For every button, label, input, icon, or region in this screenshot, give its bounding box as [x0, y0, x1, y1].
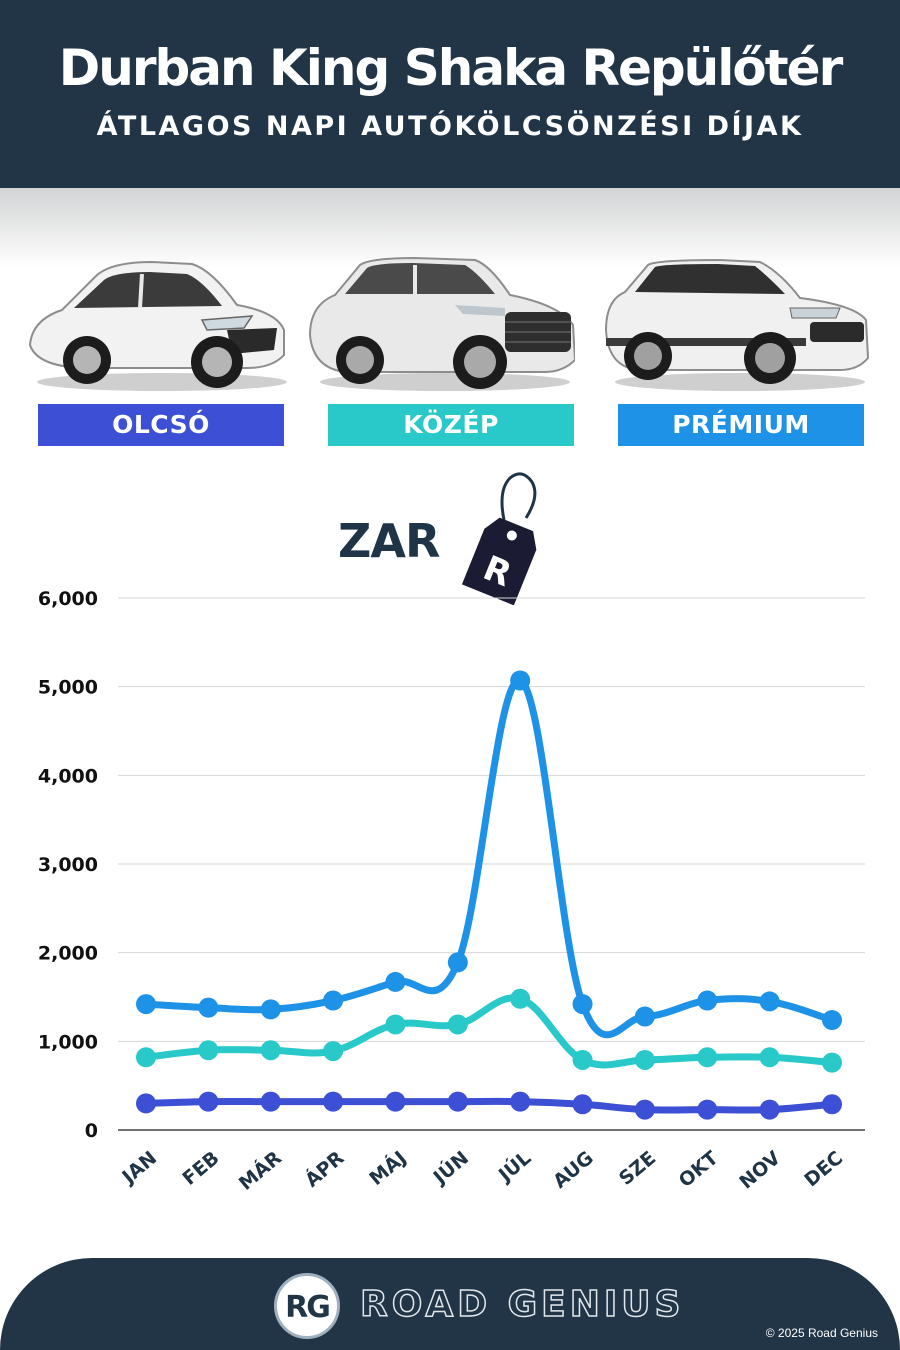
category-badge-cheap: OLCSÓ — [38, 404, 284, 446]
data-point — [136, 1047, 156, 1068]
x-axis-tick-labels: JAN FEB MÁR ÁPR MÁJ JÚN JÚL AUG SZE OKT NOV DEC — [117, 1145, 848, 1194]
data-point — [260, 999, 281, 1020]
data-point — [510, 1091, 531, 1112]
data-point — [759, 1047, 780, 1068]
footer-banner: RG ROAD GENIUS © 2025 Road Genius — [0, 1258, 900, 1350]
data-point — [510, 988, 531, 1009]
data-point — [572, 1049, 593, 1070]
data-point — [323, 990, 344, 1011]
data-point — [385, 971, 406, 992]
data-point — [697, 1047, 718, 1068]
category-badge-mid: KÖZÉP — [328, 404, 574, 446]
x-tick-label: FEB — [178, 1147, 223, 1190]
data-point — [634, 1049, 655, 1070]
category-badge-premium: PRÉMIUM — [618, 404, 864, 446]
data-point — [447, 1091, 468, 1112]
data-point — [634, 1006, 655, 1027]
data-point — [572, 994, 593, 1015]
data-point — [198, 997, 219, 1018]
y-tick-label: 3,000 — [38, 854, 98, 876]
data-point — [385, 1091, 406, 1112]
data-point — [136, 994, 156, 1015]
suv-car-icon — [305, 250, 575, 395]
x-tick-label: AUG — [549, 1147, 598, 1193]
data-point — [697, 1099, 718, 1120]
x-tick-label: ÁPR — [300, 1146, 348, 1192]
x-tick-label: SZE — [615, 1147, 660, 1190]
data-point — [697, 990, 718, 1011]
x-tick-label: NOV — [735, 1147, 785, 1194]
x-tick-label: JAN — [117, 1147, 162, 1189]
y-tick-label: 4,000 — [38, 765, 98, 787]
x-tick-label: DEC — [800, 1147, 847, 1191]
data-point — [323, 1041, 344, 1062]
data-point — [260, 1040, 281, 1061]
y-tick-label: 0 — [85, 1120, 98, 1142]
y-tick-label: 6,000 — [38, 588, 98, 610]
x-tick-label: JÚN — [427, 1145, 473, 1189]
price-tag-icon: R — [461, 472, 537, 605]
x-tick-label: OKT — [675, 1147, 723, 1192]
data-point — [260, 1091, 281, 1112]
y-tick-label: 1,000 — [38, 1031, 98, 1053]
data-point — [759, 991, 780, 1012]
data-point — [323, 1091, 344, 1112]
luxury-suv-car-icon — [600, 250, 870, 395]
x-tick-label: JÚL — [492, 1145, 535, 1187]
series-line — [142, 1097, 836, 1114]
x-tick-label: MÁR — [234, 1146, 286, 1195]
data-point — [822, 1094, 842, 1115]
hatchback-car-icon — [22, 250, 292, 395]
data-series — [136, 670, 842, 1120]
data-point — [136, 1093, 156, 1114]
series-line — [142, 676, 836, 1039]
data-point — [822, 1052, 842, 1073]
y-axis-tick-labels: 0 1,000 2,000 3,000 4,000 5,000 6,000 — [38, 588, 98, 1142]
road-genius-logo-icon: RG — [274, 1273, 340, 1339]
header-banner: Durban King Shaka Repülőtér ÁTLAGOS NAPI… — [0, 0, 900, 188]
page-title: Durban King Shaka Repülőtér — [58, 39, 843, 97]
copyright-notice: © 2025 Road Genius — [765, 1326, 878, 1340]
data-point — [198, 1091, 219, 1112]
x-tick-label: MÁJ — [365, 1146, 411, 1190]
currency-label: ZAR R — [330, 470, 560, 605]
y-tick-label: 2,000 — [38, 943, 98, 965]
y-tick-label: 5,000 — [38, 677, 98, 699]
logo-monogram: RG — [285, 1290, 331, 1325]
series-2 — [136, 988, 842, 1073]
data-point — [572, 1094, 593, 1115]
data-point — [198, 1040, 219, 1061]
rental-price-line-chart: 0 1,000 2,000 3,000 4,000 5,000 6,000 JAN FEB MÁ… — [38, 588, 865, 1195]
data-point — [634, 1099, 655, 1120]
data-point — [759, 1099, 780, 1120]
data-point — [822, 1010, 842, 1031]
currency-code: ZAR — [338, 514, 440, 568]
header-shadow — [0, 188, 900, 268]
data-point — [385, 1014, 406, 1035]
data-point — [447, 952, 468, 973]
series-1 — [136, 1091, 842, 1120]
series-3 — [136, 670, 842, 1039]
page-subtitle: ÁTLAGOS NAPI AUTÓKÖLCSÖNZÉSI DÍJAK — [96, 111, 804, 142]
brand-name: ROAD GENIUS — [359, 1283, 685, 1326]
data-point — [447, 1014, 468, 1035]
data-point — [510, 670, 531, 691]
